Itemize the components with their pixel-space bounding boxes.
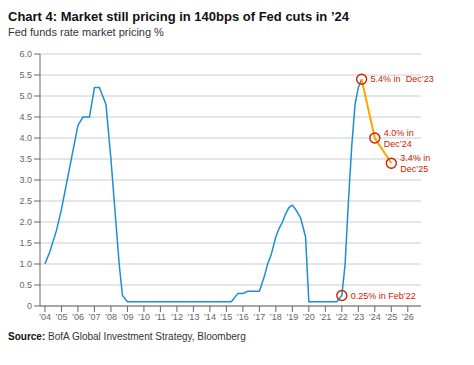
- svg-text:’18: ’18: [270, 312, 282, 322]
- html-text:Chart 4: Market still pricing: Chart 4: Market still pricing in 140bps …: [8, 9, 349, 24]
- svg-text:1.0: 1.0: [19, 259, 32, 269]
- svg-text:’07: ’07: [88, 312, 100, 322]
- svg-text:’19: ’19: [286, 312, 298, 322]
- svg-text:2.0: 2.0: [19, 217, 32, 227]
- svg-text:’26: ’26: [402, 312, 414, 322]
- html-text:Fed funds rate market pricing: Fed funds rate market pricing %: [8, 26, 164, 38]
- svg-text:5.5: 5.5: [19, 70, 32, 80]
- svg-text:’24: ’24: [369, 312, 381, 322]
- svg-text:’13: ’13: [187, 312, 199, 322]
- svg-text:’16: ’16: [237, 312, 249, 322]
- svg-text:’05: ’05: [55, 312, 67, 322]
- svg-text:’08: ’08: [105, 312, 117, 322]
- svg-text:0: 0: [27, 301, 32, 311]
- svg-text:’22: ’22: [336, 312, 348, 322]
- svg-text:’17: ’17: [253, 312, 265, 322]
- svg-text:4.5: 4.5: [19, 112, 32, 122]
- svg-text:5.4% in Dec’23: 5.4% in Dec’23: [371, 74, 434, 84]
- svg-text:5.0: 5.0: [19, 91, 32, 101]
- svg-text:3.0: 3.0: [19, 175, 32, 185]
- svg-text:2.5: 2.5: [19, 196, 32, 206]
- svg-text:’11: ’11: [155, 312, 166, 322]
- svg-text:’20: ’20: [303, 312, 315, 322]
- svg-text:’10: ’10: [138, 312, 150, 322]
- svg-text:’06: ’06: [72, 312, 84, 322]
- svg-text:6.0: 6.0: [19, 49, 32, 59]
- svg-text:’12: ’12: [171, 312, 183, 322]
- html-text:Source: BofA Global Investment: Source: BofA Global Investment Strategy,…: [8, 331, 246, 342]
- svg-text:1.5: 1.5: [19, 238, 32, 248]
- svg-text:4.0: 4.0: [19, 133, 32, 143]
- svg-text:’15: ’15: [220, 312, 232, 322]
- svg-text:’04: ’04: [39, 312, 51, 322]
- svg-text:4.0% inDec’24: 4.0% inDec’24: [384, 128, 414, 149]
- svg-text:’25: ’25: [385, 312, 397, 322]
- svg-text:’09: ’09: [121, 312, 133, 322]
- svg-text:3.4% inDec’25: 3.4% inDec’25: [400, 153, 430, 174]
- svg-text:’23: ’23: [352, 312, 364, 322]
- svg-text:3.5: 3.5: [19, 154, 32, 164]
- svg-text:0.25% in Feb’22: 0.25% in Feb’22: [351, 291, 416, 301]
- svg-text:0.5: 0.5: [19, 280, 32, 290]
- svg-text:’14: ’14: [204, 312, 216, 322]
- svg-text:’21: ’21: [319, 312, 331, 322]
